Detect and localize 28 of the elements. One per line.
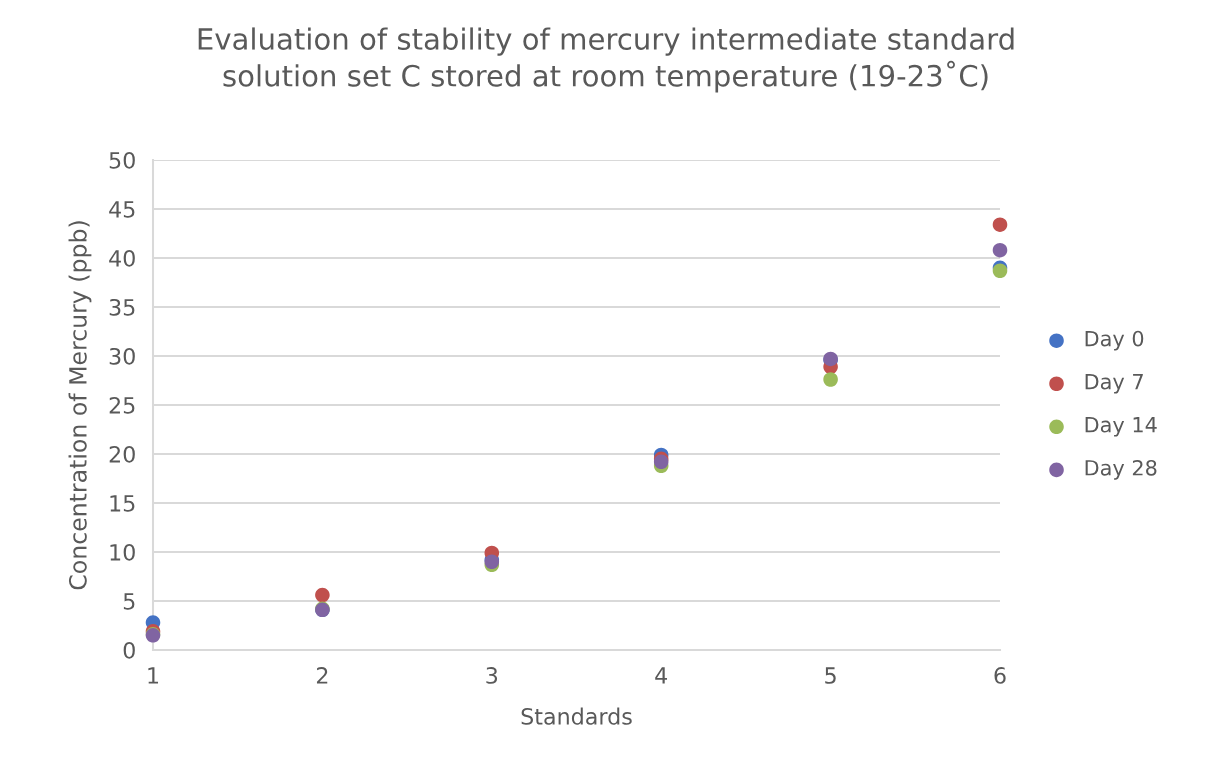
y-axis-title: Concentration of Mercury (ppb) [68, 221, 92, 590]
point [315, 587, 330, 603]
legend-label: Day 7 [1085, 374, 1143, 394]
legend-label: Day 0 [1085, 330, 1144, 351]
y-tick-label: 35 [109, 298, 135, 316]
legend-label: Day 28 [1085, 459, 1157, 480]
point [992, 242, 1008, 258]
x-tick-label: 1 [148, 667, 159, 684]
x-tick-label: 3 [486, 667, 498, 684]
y-tick-label: 40 [109, 249, 135, 267]
legend-label: Day 14 [1085, 417, 1157, 437]
y-tick-label: 5 [123, 593, 135, 610]
y-tick-label: 20 [109, 445, 135, 463]
x-tick-label: 6 [994, 667, 1006, 684]
y-tick-label: 15 [110, 495, 135, 512]
y-tick-label: 10 [110, 543, 135, 561]
x-axis-title: Standards [521, 707, 632, 725]
point [823, 372, 838, 387]
x-tick-label: 5 [825, 667, 836, 684]
chart-title: Evaluation of stability of mercury intermediate standard solution set C stored at room temperature (19-23˚C) [198, 27, 1014, 93]
y-tick-label: 45 [109, 201, 135, 218]
y-tick-label: 0 [123, 641, 135, 659]
x-tick-label: 4 [655, 667, 668, 684]
point [992, 217, 1008, 232]
y-tick-label: 25 [109, 396, 135, 414]
x-tick-label: 2 [316, 667, 328, 684]
y-tick-label: 50 [109, 151, 135, 169]
y-tick-label: 30 [109, 347, 135, 365]
